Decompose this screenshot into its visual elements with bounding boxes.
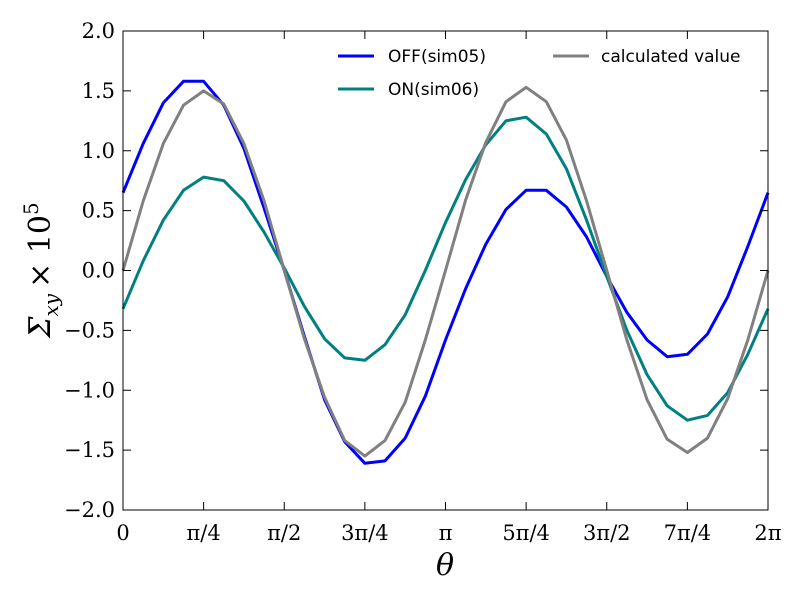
series-line-2 <box>121 85 770 458</box>
x-tick-label: 3π/2 <box>583 521 631 545</box>
y-tick-label: −2.0 <box>64 498 115 522</box>
y-axis-label-exponent: 5 <box>19 202 43 215</box>
y-axis-label: Σxy × 105 <box>19 202 63 338</box>
y-tick-label: −0.5 <box>64 318 115 342</box>
legend-label-on: ON(sim06) <box>388 80 479 100</box>
x-tick-label: π/4 <box>187 521 221 545</box>
y-tick-label: 1.5 <box>82 79 115 103</box>
legend: OFF(sim05) ON(sim06) calculated value <box>338 47 741 100</box>
y-axis-label-subscript: xy <box>39 293 63 316</box>
series-layer <box>121 79 770 465</box>
x-tick-label: 3π/4 <box>341 521 389 545</box>
y-tick-label: 0.0 <box>82 259 115 283</box>
y-tick-label: −1.0 <box>64 378 115 402</box>
x-tick-label: 7π/4 <box>664 521 712 545</box>
x-tick-label: 2π <box>754 521 781 545</box>
y-tick-label: 1.0 <box>82 139 115 163</box>
y-axis-label-times: × 10 <box>23 215 58 288</box>
x-tick-label: π <box>439 521 453 545</box>
x-tick-label: π/2 <box>267 521 301 545</box>
legend-label-calculated: calculated value <box>601 47 741 67</box>
tick-layer: 0 π/4 π/2 3π/4 π 5π/4 3π/2 7π/4 2π −2.0 −1.5 −1.0 −0… <box>64 19 782 545</box>
y-tick-label: 2.0 <box>82 19 115 43</box>
x-axis-label: θ <box>436 548 454 583</box>
y-tick-label: −1.5 <box>64 438 115 462</box>
y-tick-label: 0.5 <box>82 199 115 223</box>
x-tick-label: 0 <box>116 521 129 545</box>
series-line-1 <box>121 115 770 422</box>
y-axis-label-main: Σ <box>23 316 58 339</box>
x-tick-label: 5π/4 <box>502 521 550 545</box>
legend-label-off: OFF(sim05) <box>388 47 486 67</box>
